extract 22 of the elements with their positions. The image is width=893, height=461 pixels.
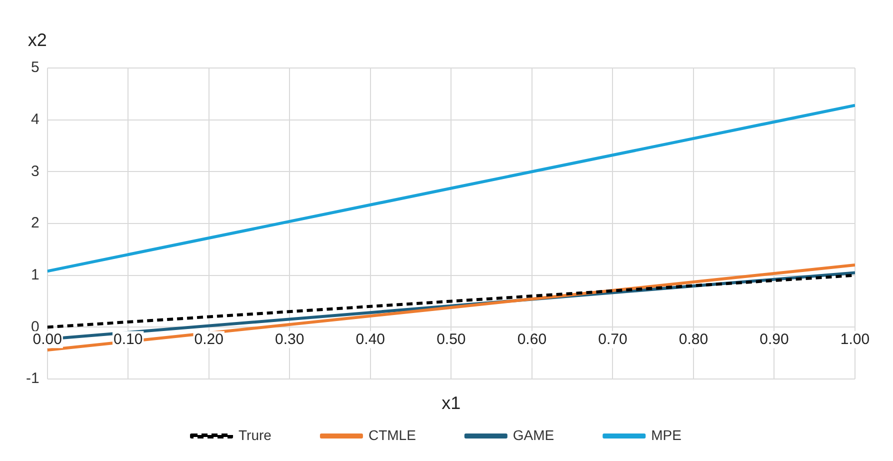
y-tick-label: 3 [30,162,40,180]
x-tick-label: 0.40 [356,330,386,348]
x-tick-label: 0.90 [760,330,789,348]
x-tick-label: 0.60 [517,330,547,348]
y-tick-label: 1 [30,266,40,284]
x-tick-label: 0.50 [436,330,466,348]
legend-label: MPE [651,426,682,443]
y-axis-title: x2 [28,30,47,50]
x-tick-label: 0.10 [114,330,143,348]
x-tick-label: 1.00 [840,330,870,348]
legend-label: CTMLE [368,426,416,443]
y-tick-label: 4 [30,110,40,128]
y-tick-label: 5 [30,59,40,76]
x-tick-label: 0.80 [678,330,708,348]
x-tick-label: 0.70 [598,330,628,348]
legend-label: Trure [238,426,272,443]
x-tick-label: 0.20 [194,330,224,348]
x-tick-label: 0.30 [275,330,304,348]
y-tick-label: -1 [26,370,40,388]
legend-label: GAME [512,426,554,443]
x-axis-title: x1 [442,392,461,413]
y-tick-label: 2 [30,214,40,232]
